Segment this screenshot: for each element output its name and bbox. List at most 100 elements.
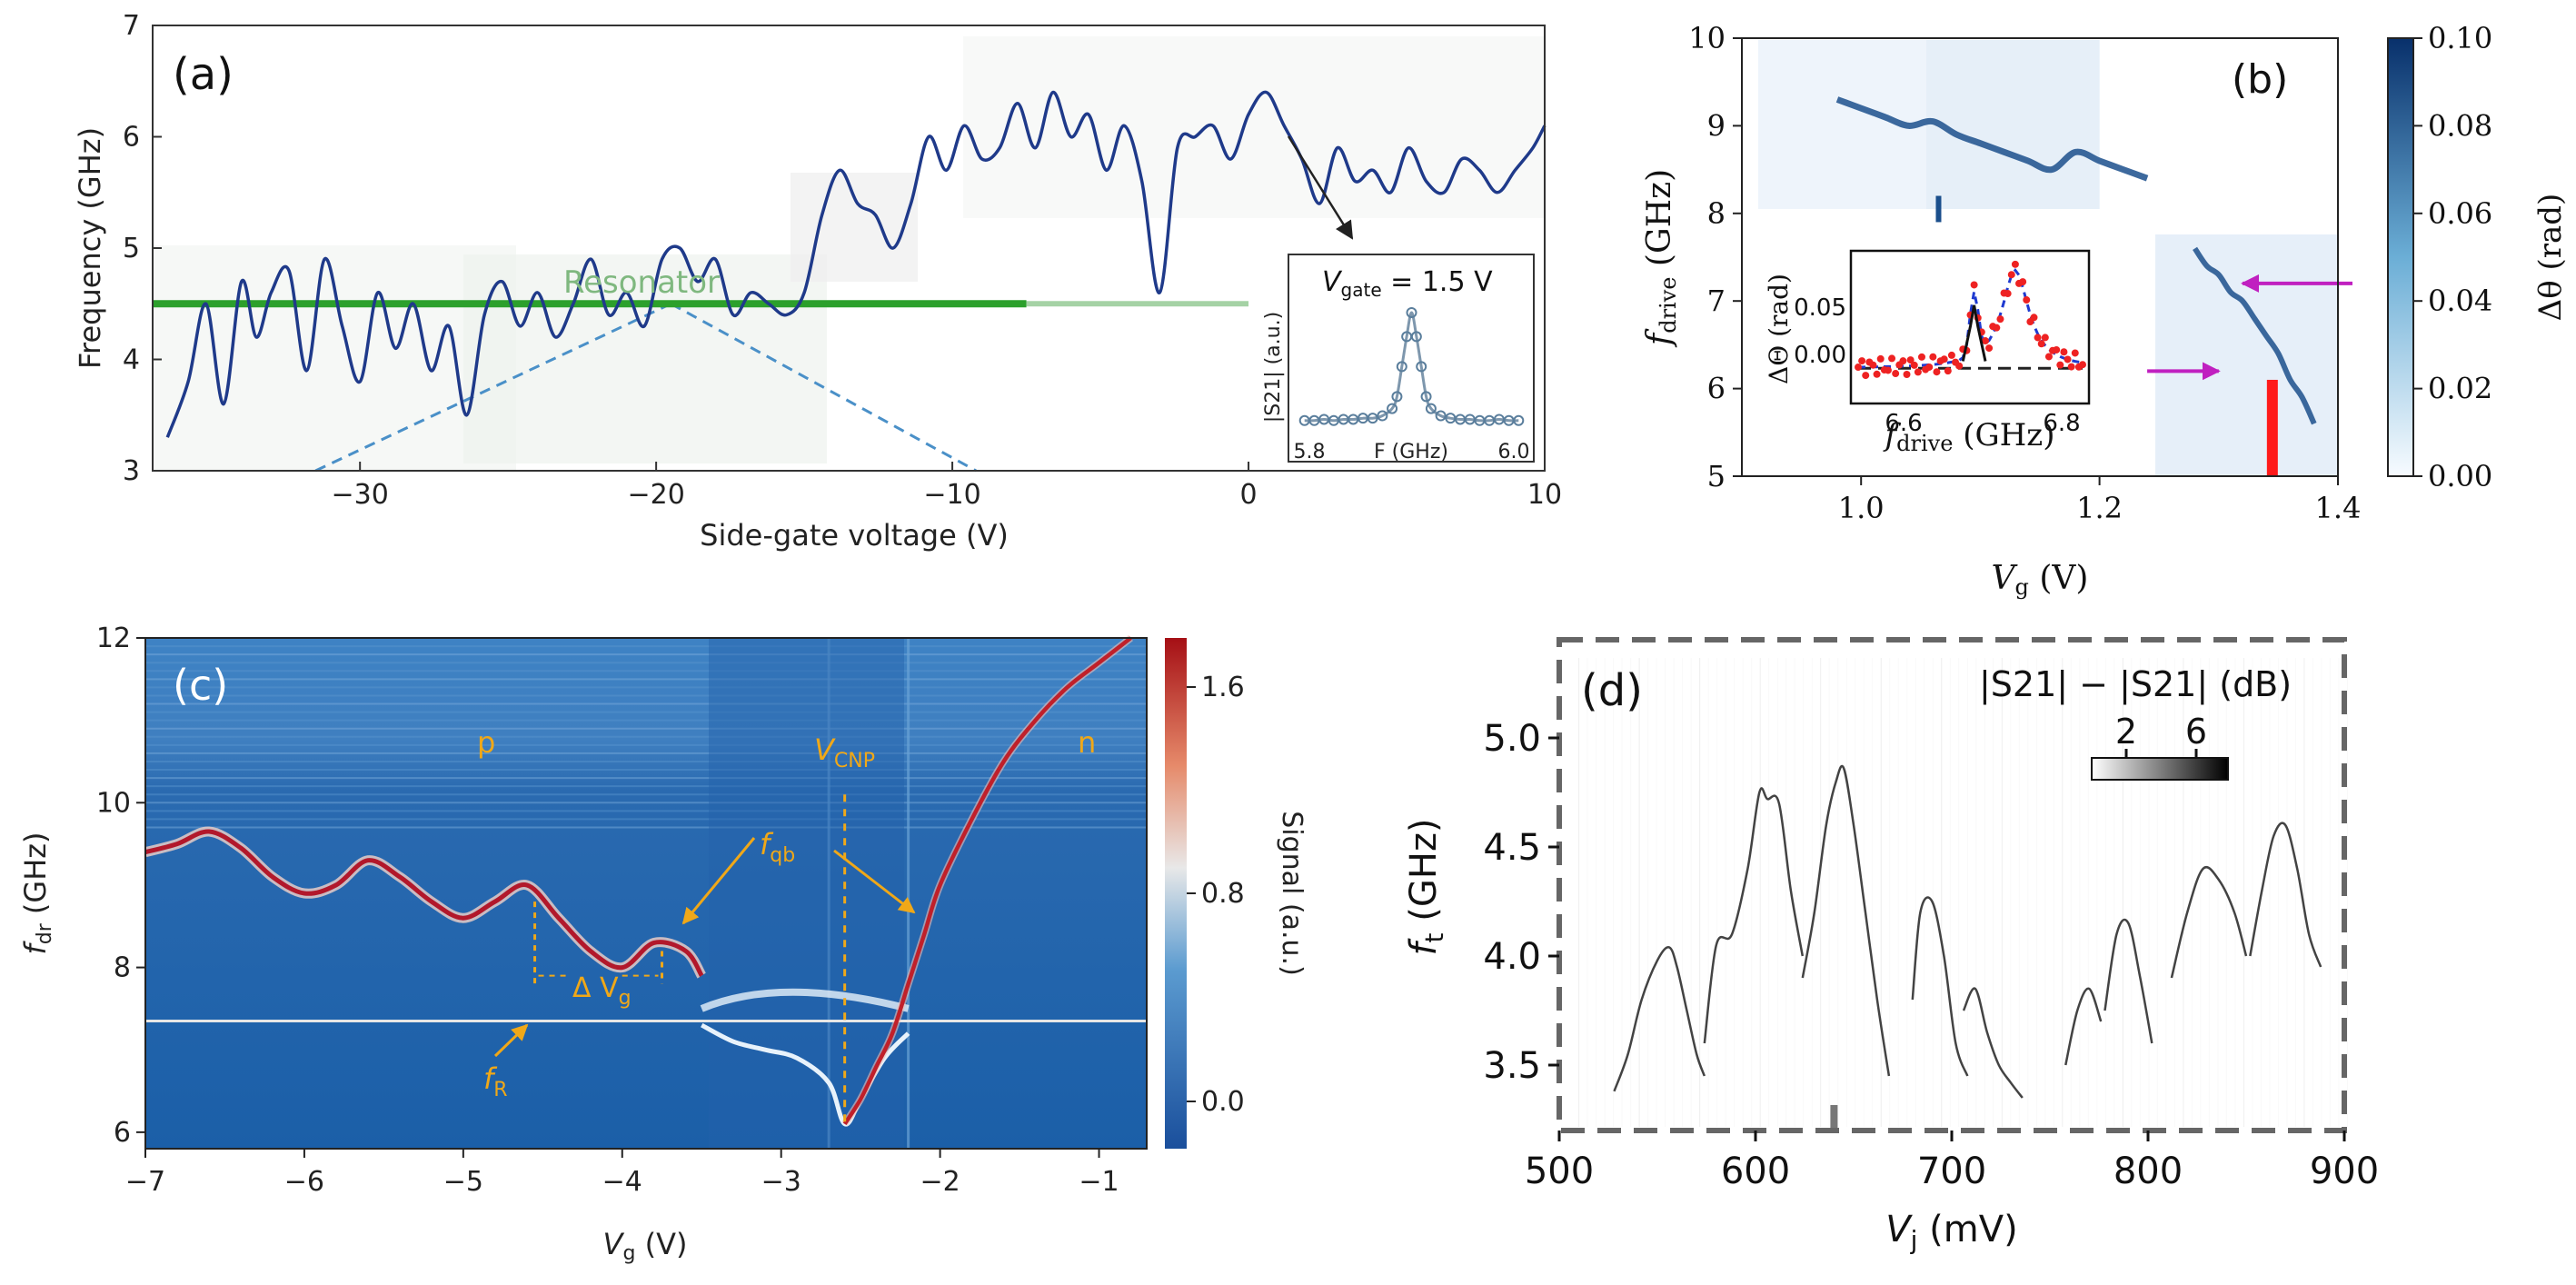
d-transition-segment (1703, 787, 1805, 1044)
panel-c-xlabel: Vg (V) (603, 1227, 688, 1265)
b-ytick-label: 10 (1688, 21, 1726, 55)
inset-xtick-0: 5.8 (1294, 441, 1326, 463)
dashed-line-right (670, 302, 977, 473)
b-red-marker (2266, 379, 2278, 476)
panel-b-frame (1741, 37, 2339, 477)
b-inset-xtick-1: 6.8 (2043, 410, 2080, 437)
panel-a-xlabel: Side-gate voltage (V) (700, 518, 1009, 553)
c-cbar-tick-label: 1.6 (1201, 672, 1245, 703)
c-xtick-label: −7 (125, 1166, 165, 1198)
inset-point (1420, 391, 1432, 403)
b-inset-point (1899, 357, 1907, 365)
inset-point (1416, 361, 1427, 373)
panel-a-ylabel: Frequency (GHz) (73, 127, 107, 369)
b-inset-point (1876, 354, 1885, 363)
panel-d-frame (1557, 637, 2347, 1133)
b-ytick-label: 5 (1707, 459, 1726, 493)
b-inset-point (2019, 278, 2027, 286)
a-ytick-label: 3 (123, 455, 140, 487)
panel-a-inset: Vgate = 1.5 V |S21| (a.u.) F (GHz) 5.8 6… (1262, 254, 1535, 463)
panel-a-inset-arrow (1287, 135, 1354, 240)
b-inset-point (1888, 354, 1896, 363)
a-xtick-label: −20 (627, 479, 684, 511)
a-ytick-label: 5 (123, 233, 140, 264)
c-xtick-label: −4 (602, 1166, 642, 1198)
b-inset-point (2030, 314, 2038, 322)
d-xtick-label: 700 (1917, 1151, 1986, 1192)
panel-d-colorbar-label: |S21| − |S21| (dB) (1979, 664, 2292, 705)
b-inset-point (2041, 334, 2049, 342)
b-inset-point (1970, 281, 1978, 289)
panel-c-frame (144, 637, 1148, 1150)
c-ytick-label: 6 (114, 1117, 131, 1149)
b-inset-point (1944, 367, 1952, 375)
panel-d-series (1613, 764, 2322, 1131)
b-inset-point (1858, 357, 1866, 365)
b-cbar-tick-label: 0.10 (2428, 21, 2492, 55)
b-inset-point (1947, 351, 1955, 359)
d-ytick-label: 4.0 (1483, 936, 1541, 978)
panel-c-colorbar-ticks: 0.0 0.8 1.6 (1187, 672, 1245, 1118)
a-xtick-label: 0 (1239, 479, 1257, 511)
panel-a: −30 −20 −10 0 10 3 4 5 6 7 Resonator (a) Side-gat… (73, 10, 1562, 553)
c-cbar-tick-label: 0.8 (1201, 878, 1245, 910)
b-inset-point (1862, 372, 1870, 380)
inset-point (1435, 410, 1447, 422)
d-ytick-label: 3.5 (1483, 1045, 1541, 1087)
a-xtick-label: −30 (332, 479, 389, 511)
d-transition-segment (2104, 918, 2153, 1044)
panel-c-ylabel: fdr (GHz) (18, 832, 56, 954)
panel-b-inset: ΔΘ (rad) 0.05 0.00 6.6 6.8 fdrive (GHz) (1764, 249, 2091, 456)
panel-b-label: (b) (2232, 56, 2288, 103)
inset-xtick-1: 6.0 (1498, 441, 1530, 463)
panel-c-axes: −7 −6 −5 −4 −3 −2 −1 6 8 10 12 (96, 623, 1119, 1198)
a-xtick-label: 10 (1527, 479, 1562, 511)
panel-d-ylabel: ft (GHz) (1403, 818, 1449, 955)
b-inset-point (2079, 361, 2086, 369)
b-xtick-label: 1.2 (2076, 491, 2123, 525)
inset-point (1396, 361, 1407, 373)
panel-d-cbar-tick-1: 6 (2185, 712, 2207, 752)
panel-b-colorbar (2387, 37, 2414, 477)
inset-point (1406, 307, 1417, 318)
d-transition-segment (1801, 764, 1891, 1077)
b-inset-point (1884, 366, 1892, 374)
dashed-line-left (314, 302, 672, 473)
c-xtick-label: −6 (284, 1166, 324, 1198)
c-fqb-arrow-right (833, 849, 916, 914)
c-ytick-label: 8 (114, 952, 131, 984)
b-inset-point (1981, 337, 1989, 345)
b-inset-point (1929, 353, 1937, 361)
panel-b-xlabel: Vg (V) (1992, 560, 2089, 600)
panel-c-stripes (145, 637, 1147, 1149)
panel-a-axes: −30 −20 −10 0 10 3 4 5 6 7 (123, 10, 1562, 511)
panel-c-annotations: p n VCNP fqb fR Δ Vg (477, 725, 1096, 1124)
c-xtick-label: −1 (1079, 1166, 1119, 1198)
d-ytick-label: 5.0 (1483, 718, 1541, 760)
c-fr-arrow (493, 1023, 529, 1058)
b-inset-point (2037, 340, 2045, 348)
a-ytick-label: 7 (123, 10, 140, 42)
b-inset-point (2071, 349, 2079, 357)
label-delta-vg: Δ Vg (572, 972, 632, 1010)
b-inset-xtick-0: 6.6 (1885, 410, 1922, 437)
b-inset-ylabel: ΔΘ (rad) (1764, 274, 1794, 384)
b-inset-point (2060, 348, 2068, 356)
panel-c: −7 −6 −5 −4 −3 −2 −1 6 8 10 12 (c) p n VCNP fqb fR… (18, 623, 1308, 1265)
inset-title: Vgate = 1.5 V (1322, 266, 1493, 301)
panel-d-axes: 500 600 700 800 900 3.5 4.0 4.5 5.0 (1483, 718, 2379, 1192)
panel-c-colorbar (1165, 638, 1187, 1149)
b-inset-point (1914, 368, 1922, 376)
b-inset-ytick-1: 0.05 (1794, 294, 1846, 322)
panel-c-colorbar-label: Signal (a.u.) (1276, 811, 1308, 976)
b-ytick-label: 9 (1707, 108, 1726, 143)
b-xtick-label: 1.0 (1838, 491, 1885, 525)
b-inset-point (1996, 315, 2004, 324)
b-inset-point (2011, 260, 2019, 268)
d-transition-segment (1911, 896, 1969, 1077)
inset-point (1391, 391, 1403, 403)
panel-d-label: (d) (1581, 665, 1643, 716)
panel-b-traces (1835, 96, 2352, 476)
inset-point (1377, 410, 1388, 422)
